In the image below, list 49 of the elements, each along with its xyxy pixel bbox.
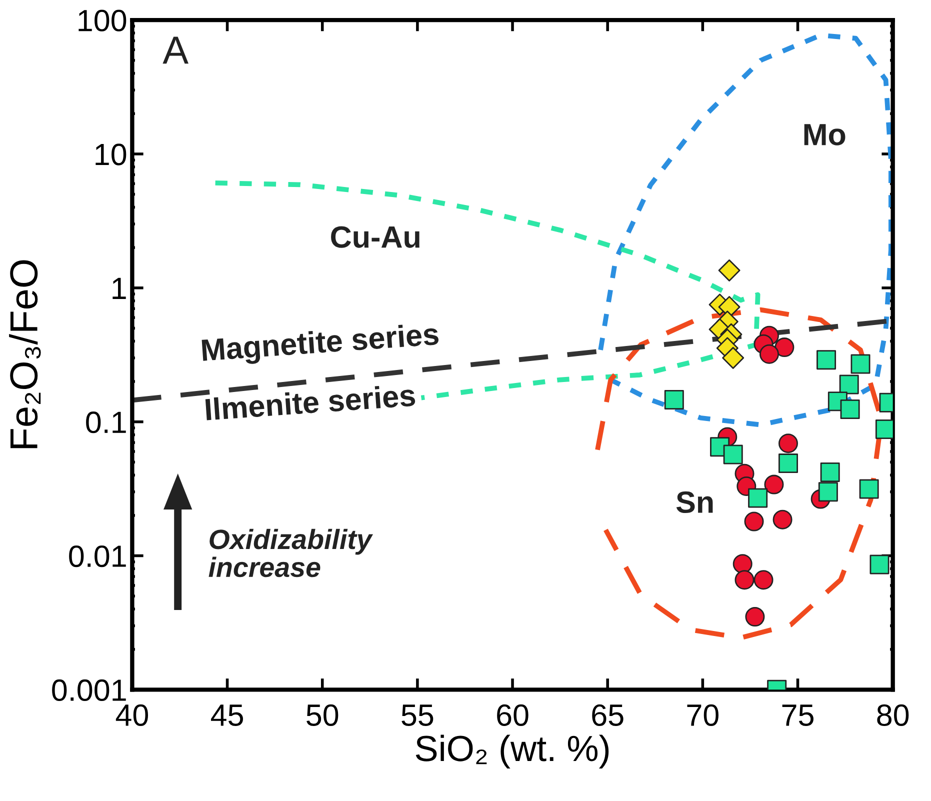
- point: [732, 554, 752, 574]
- x-tick-label: 50: [306, 704, 338, 726]
- point: [818, 482, 838, 502]
- point: [754, 570, 774, 590]
- x-tick-label: 75: [782, 704, 814, 726]
- line-series: [598, 32, 893, 428]
- x-tick-label: 70: [687, 704, 718, 726]
- x-tick-label: 55: [402, 704, 434, 726]
- y-tick-label: 1: [112, 278, 126, 299]
- x-tick-label: 45: [210, 704, 243, 726]
- point: [840, 400, 860, 420]
- point: [722, 346, 744, 369]
- annotation: Ilmenite series: [205, 384, 416, 421]
- point: [859, 479, 879, 499]
- x-tick-label: 80: [877, 704, 909, 726]
- point: [745, 607, 765, 627]
- x-tick-label: 65: [592, 704, 624, 726]
- point: [820, 462, 840, 482]
- annotation: Sn: [676, 491, 713, 514]
- point: [839, 374, 859, 394]
- x-tick-label: 40: [116, 704, 148, 726]
- point: [816, 350, 836, 370]
- point: [664, 390, 684, 410]
- point: [778, 434, 798, 454]
- annotation: Mo: [804, 124, 846, 146]
- point: [748, 488, 768, 508]
- point: [759, 344, 779, 364]
- point: [774, 338, 794, 358]
- point: [850, 354, 870, 374]
- x-axis-title: SiO₂ (wt. %): [416, 734, 609, 768]
- annotation: Magnetite series: [202, 322, 440, 368]
- point: [744, 512, 764, 532]
- annotation: A: [162, 36, 188, 64]
- point: [772, 510, 792, 530]
- point: [718, 259, 740, 282]
- annotation: Oxidizability increase: [208, 528, 374, 578]
- y-tick-label: 10: [96, 144, 126, 166]
- point: [778, 454, 798, 474]
- x-tick-label: 60: [497, 704, 528, 726]
- point: [764, 474, 784, 494]
- point: [870, 554, 890, 574]
- y-tick-label: 0.1: [86, 412, 126, 434]
- y-tick-label: 100: [78, 10, 126, 32]
- point: [734, 570, 754, 590]
- y-tick-label: 0.01: [69, 545, 126, 568]
- y-axis-title: Fe₂O₃/FeO: [9, 260, 41, 448]
- y-tick-label: 0.001: [52, 679, 126, 702]
- annotation: Cu-Au: [331, 226, 420, 248]
- point: [723, 444, 743, 464]
